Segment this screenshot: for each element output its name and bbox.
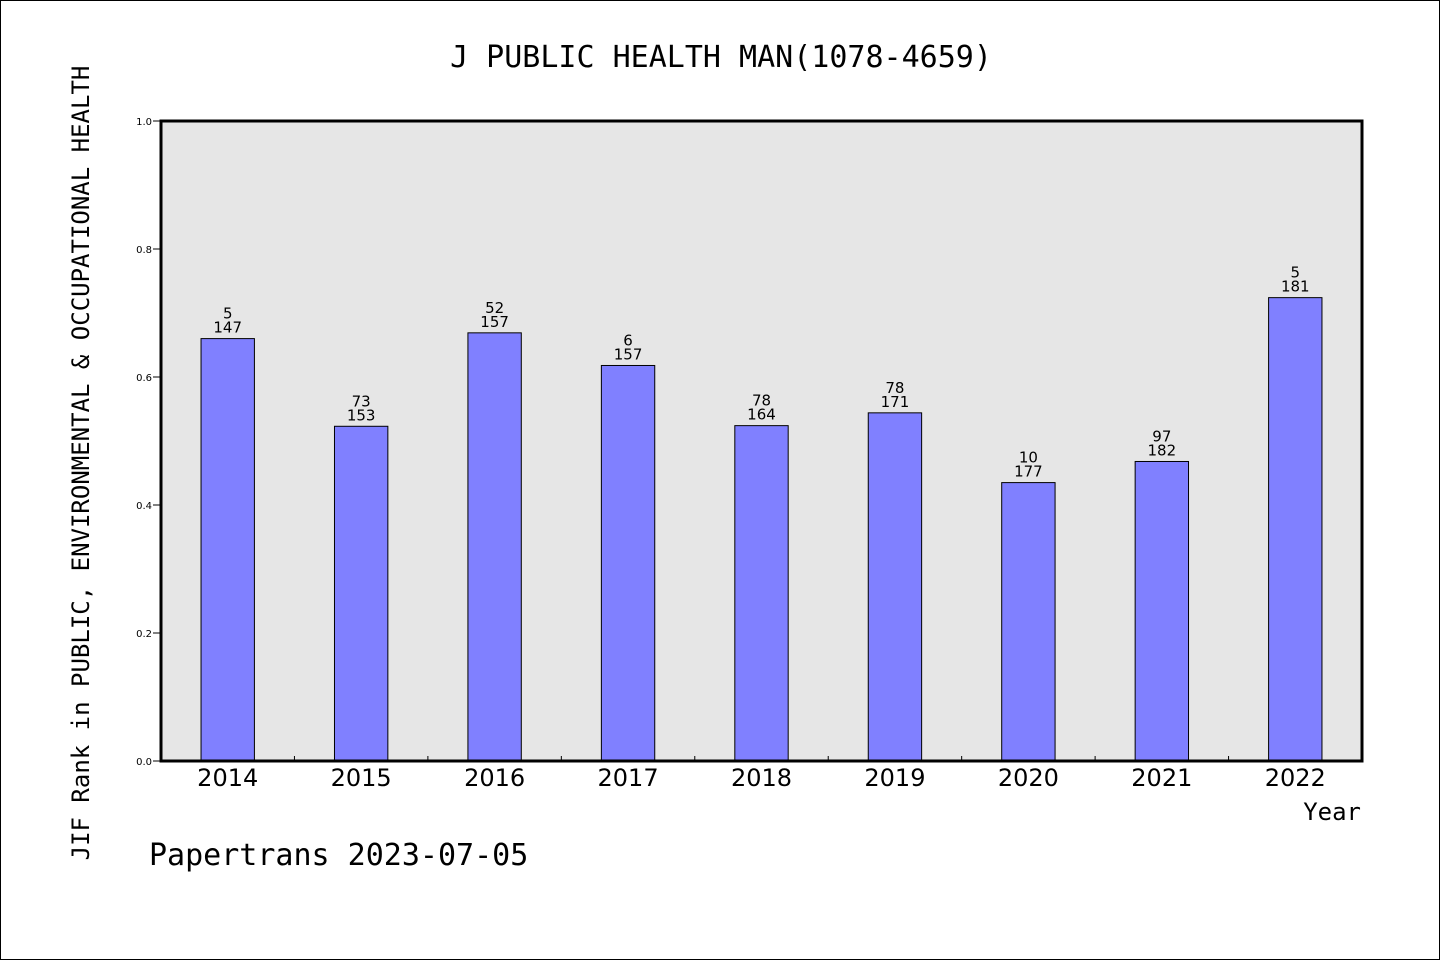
chart-title: J PUBLIC HEALTH MAN(1078-4659) bbox=[450, 40, 992, 75]
data-label-rank: 10 bbox=[1019, 449, 1038, 467]
data-label-rank: 6 bbox=[623, 331, 633, 349]
x-tick-label: 2016 bbox=[464, 764, 525, 792]
x-tick-label: 2017 bbox=[598, 764, 659, 792]
data-label-rank: 5 bbox=[1291, 264, 1301, 282]
bar-2022 bbox=[1268, 297, 1323, 762]
y-tick-label: 1.0 bbox=[136, 117, 152, 128]
x-axis: 2014 2015 2016 2017 2018 2019 2020 2021 2022 bbox=[197, 756, 1326, 792]
bar-2015 bbox=[333, 425, 389, 762]
data-label-rank: 73 bbox=[352, 392, 371, 410]
y-tick-label: 0.8 bbox=[136, 245, 152, 256]
data-label-rank: 5 bbox=[223, 305, 233, 323]
y-tick-label: 0.0 bbox=[136, 757, 152, 768]
bar-2020 bbox=[1001, 482, 1056, 762]
y-axis: 0.0 0.2 0.4 0.6 0.8 1.0 bbox=[136, 117, 161, 768]
plot-frame bbox=[159, 119, 1364, 763]
data-labels-group: 5147731535215761577816478171101779718251… bbox=[213, 264, 1309, 481]
bar-2016 bbox=[467, 332, 522, 762]
y-tick-label: 0.2 bbox=[136, 629, 152, 640]
data-label-total: 153 bbox=[347, 406, 376, 424]
data-label-rank: 97 bbox=[1152, 427, 1171, 445]
x-tick-label: 2020 bbox=[998, 764, 1059, 792]
bar-2019 bbox=[867, 412, 923, 762]
bar-2017 bbox=[600, 364, 656, 762]
x-tick-label: 2019 bbox=[864, 764, 925, 792]
bars-group bbox=[200, 297, 1323, 762]
x-tick-label: 2015 bbox=[331, 764, 392, 792]
x-tick-label: 2022 bbox=[1265, 764, 1326, 792]
data-label-total: 157 bbox=[614, 345, 643, 363]
data-label-rank: 78 bbox=[885, 379, 904, 397]
y-axis-label: JIF Rank in PUBLIC, ENVIRONMENTAL & OCCU… bbox=[67, 66, 95, 861]
data-label-total: 164 bbox=[747, 406, 776, 424]
data-label-total: 182 bbox=[1148, 441, 1177, 459]
y-tick-label: 0.6 bbox=[136, 373, 152, 384]
bar-2021 bbox=[1134, 460, 1190, 762]
bar-2018 bbox=[734, 425, 789, 762]
data-label-total: 181 bbox=[1281, 278, 1310, 296]
data-label-total: 177 bbox=[1014, 463, 1043, 481]
x-tick-label: 2014 bbox=[197, 764, 258, 792]
x-tick-label: 2021 bbox=[1131, 764, 1192, 792]
data-label-rank: 52 bbox=[485, 299, 504, 317]
x-axis-label: Year bbox=[1303, 798, 1361, 826]
y-tick-label: 0.4 bbox=[136, 501, 152, 512]
x-tick-label: 2018 bbox=[731, 764, 792, 792]
data-label-total: 147 bbox=[213, 319, 242, 337]
bar-2014 bbox=[200, 338, 255, 762]
data-label-rank: 78 bbox=[752, 392, 771, 410]
data-label-total: 157 bbox=[480, 313, 509, 331]
data-label-total: 171 bbox=[881, 393, 910, 411]
credit-text: Papertrans 2023-07-05 bbox=[149, 838, 528, 873]
